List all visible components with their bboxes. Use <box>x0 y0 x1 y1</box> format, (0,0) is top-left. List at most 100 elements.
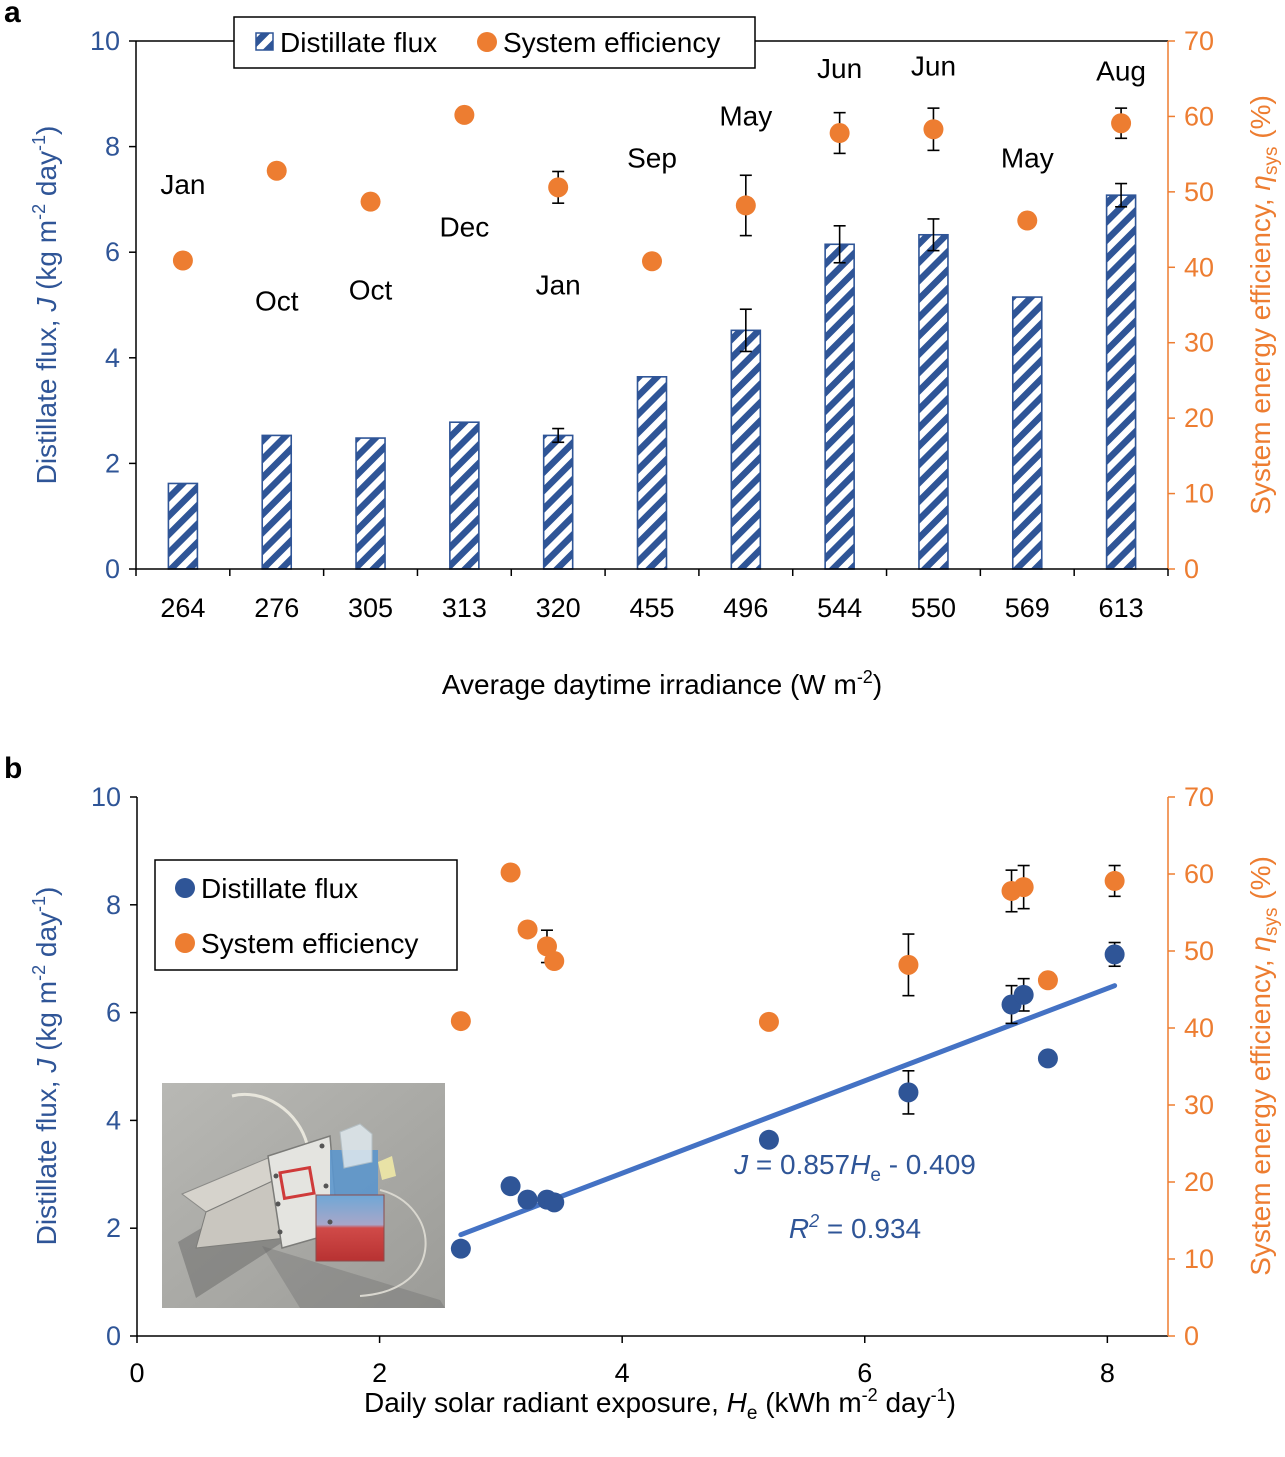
month-label-613: Aug <box>1096 56 1146 87</box>
panel-b-efficiency-point-2 <box>517 919 538 940</box>
panel-a-right-tick-label-50: 50 <box>1184 177 1214 207</box>
panel-b-legend-flux-swatch <box>175 878 195 898</box>
month-label-313: Dec <box>439 211 489 242</box>
panel-a-x-ticks: 264 276 305 313 320 455 496 544 550 569 613 <box>135 569 1169 623</box>
panel-b-x-tick-label-0: 0 <box>129 1358 144 1388</box>
panel-a-x-tick-label-496: 496 <box>723 593 768 623</box>
panel-a-bars <box>167 194 1137 570</box>
panel-a-left-tick-label-10: 10 <box>90 26 120 56</box>
panel-a-legend-bar-swatch <box>255 32 274 51</box>
flux-bar-613 <box>1105 194 1137 570</box>
efficiency-point-455 <box>642 251 662 272</box>
panel-b-efficiency-point-5 <box>758 1011 779 1032</box>
panel-b-y2-axis-title: System energy efficiency, ηsys (%) <box>1245 856 1282 1276</box>
panel-a-x-tick-label-455: 455 <box>629 593 674 623</box>
panel-a-y-axis-title: Distillate flux, J (kg m-2 day-1) <box>29 126 62 485</box>
panel-b-efficiency-point-9 <box>1037 970 1058 991</box>
panel-a-x-tick-label-613: 613 <box>1099 593 1144 623</box>
panel-b-flux-point-9 <box>1037 1048 1058 1069</box>
panel-a-month-labels: Jan Oct Oct Dec Jan Sep May Jun Jun May Aug <box>160 50 1146 316</box>
panel-b-chart: 0 2 4 6 8 10 0 10 20 30 40 50 60 70 0 2 4 6 8 Distillate… <box>29 782 1282 1424</box>
panel-b-x-axis-title: Daily solar radiant exposure, He (kWh m-… <box>364 1385 956 1424</box>
efficiency-point-313 <box>454 104 475 125</box>
efficiency-point-550 <box>923 119 944 140</box>
flux-bar-276 <box>261 434 293 570</box>
panel-b-right-tick-label-0: 0 <box>1184 1321 1199 1351</box>
panel-a-x-tick-label-276: 276 <box>254 593 299 623</box>
panel-b-fit-line-group <box>458 983 1118 1238</box>
panel-a-right-tick-label-70: 70 <box>1184 26 1214 56</box>
panel-b-left-tick-label-4: 4 <box>106 1105 121 1135</box>
panel-a-x-tick-label-544: 544 <box>817 593 862 623</box>
panel-a-y2-axis-title: System energy efficiency, ηsys (%) <box>1245 95 1282 515</box>
month-label-264: Jan <box>160 169 205 200</box>
panel-b-left-tick-label-0: 0 <box>106 1321 121 1351</box>
panel-a-legend-efficiency-label: System efficiency <box>503 27 720 58</box>
flux-bar-496 <box>730 329 762 570</box>
flux-bar-264 <box>167 482 199 570</box>
panel-a-right-tick-label-30: 30 <box>1184 328 1214 358</box>
panel-b-flux-point-10 <box>1104 944 1125 965</box>
panel-a-left-ticks: 0 2 4 6 8 10 <box>90 26 136 584</box>
flux-error-bar-320 <box>552 427 565 444</box>
panel-a-x-tick-label-264: 264 <box>160 593 205 623</box>
flux-error-bar-550 <box>927 218 940 252</box>
panel-label-a: a <box>4 0 21 29</box>
efficiency-point-613 <box>1111 113 1132 134</box>
panel-a-x-tick-label-313: 313 <box>442 593 487 623</box>
panel-b-right-tick-label-10: 10 <box>1184 1244 1214 1274</box>
month-label-569: May <box>1001 143 1054 174</box>
flux-bar-320 <box>542 434 574 570</box>
panel-b-right-tick-label-70: 70 <box>1184 782 1214 812</box>
panel-b-x-tick-label-2: 2 <box>372 1358 387 1388</box>
panel-a-x-axis-title: Average daytime irradiance (W m-2) <box>442 667 882 700</box>
panel-b-flux-point-4 <box>544 1192 565 1213</box>
efficiency-point-305 <box>360 191 381 212</box>
efficiency-point-320 <box>548 177 569 198</box>
panel-b-right-tick-label-60: 60 <box>1184 859 1214 889</box>
panel-a-left-tick-label-8: 8 <box>105 132 120 162</box>
flux-error-bar-544 <box>833 225 846 264</box>
panel-a-legend: Distillate flux System efficiency <box>233 16 756 69</box>
panel-a-left-tick-label-2: 2 <box>105 448 120 478</box>
panel-b-right-ticks: 0 10 20 30 40 50 60 70 <box>1168 782 1214 1351</box>
panel-a-error-bars <box>552 107 1128 444</box>
panel-b-efficiency-points <box>450 862 1125 1032</box>
panel-a-left-tick-label-4: 4 <box>105 343 120 373</box>
panel-a-right-tick-label-40: 40 <box>1184 252 1214 282</box>
efficiency-point-276 <box>266 160 287 181</box>
panel-b-left-tick-label-10: 10 <box>91 782 121 812</box>
panel-a-right-ticks: 0 10 20 30 40 50 60 70 <box>1168 26 1214 584</box>
photo-of-solar-distillation-device <box>162 1083 445 1308</box>
panel-a-right-tick-label-60: 60 <box>1184 101 1214 131</box>
panel-a-x-tick-label-305: 305 <box>348 593 393 623</box>
panel-b-x-tick-label-4: 4 <box>615 1358 630 1388</box>
panel-b-efficiency-point-1 <box>500 862 521 883</box>
panel-b-left-ticks: 0 2 4 6 8 10 <box>91 782 137 1351</box>
panel-a-chart: Jan Oct Oct Dec Jan Sep May Jun Jun May Aug 0 2 4 6 8 1… <box>29 16 1282 700</box>
month-label-276: Oct <box>255 285 299 316</box>
panel-b-error-bars <box>540 864 1121 1115</box>
panel-b-flux-point-1 <box>500 1176 521 1197</box>
flux-bar-550 <box>918 233 949 570</box>
month-label-544: Jun <box>817 53 862 84</box>
flux-error-bar-496 <box>739 308 752 353</box>
panel-a-right-tick-label-20: 20 <box>1184 403 1214 433</box>
panel-b-efficiency-point-10 <box>1104 870 1125 891</box>
panel-b-legend-box <box>154 859 458 971</box>
efficiency-point-544 <box>829 123 850 144</box>
panel-b-fit-r-squared: R2 = 0.934 <box>789 1211 921 1244</box>
month-label-550: Jun <box>911 50 956 81</box>
panel-b-y-axis-title: Distillate flux, J (kg m-2 day-1) <box>29 887 62 1246</box>
panel-a-efficiency-points <box>172 104 1132 272</box>
flux-error-bar-613 <box>1115 182 1128 208</box>
panel-a-left-tick-label-6: 6 <box>105 237 120 267</box>
panel-b-right-tick-label-20: 20 <box>1184 1167 1214 1197</box>
panel-b-right-tick-label-40: 40 <box>1184 1013 1214 1043</box>
panel-b-flux-point-8 <box>1013 984 1034 1005</box>
efficiency-point-496 <box>735 195 756 216</box>
flux-bar-544 <box>824 243 855 570</box>
panel-b-left-tick-label-8: 8 <box>106 890 121 920</box>
month-label-305: Oct <box>349 275 393 306</box>
